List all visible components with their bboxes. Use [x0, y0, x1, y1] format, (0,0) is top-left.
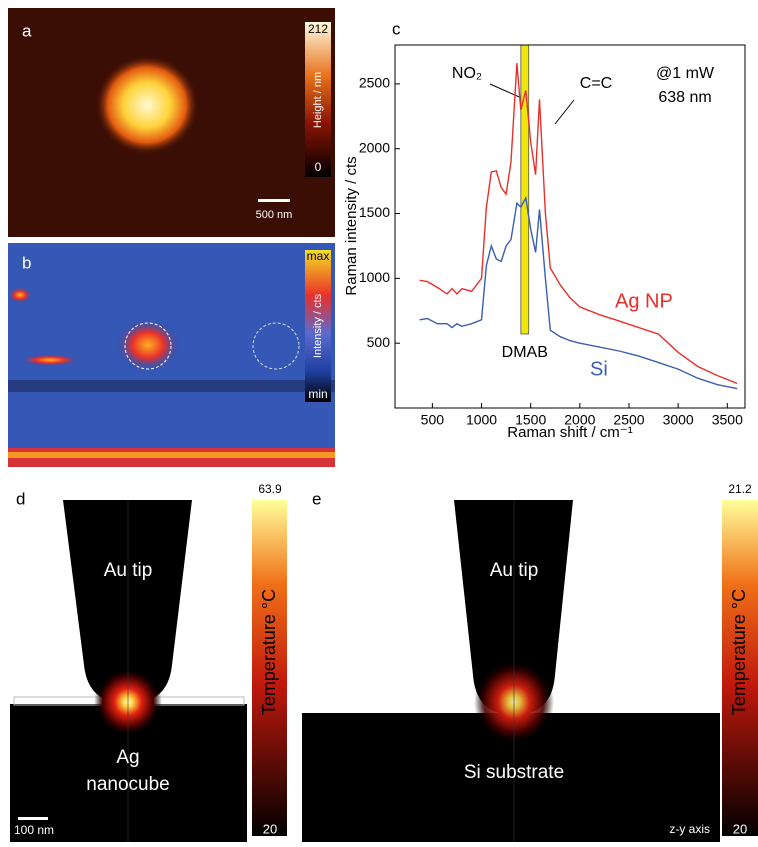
colorbar-label: Temperature °C — [259, 589, 279, 715]
annotation: DMAB — [502, 344, 548, 361]
annotation: NO₂ — [452, 65, 482, 82]
au-tip — [63, 500, 192, 704]
x-tick-label: 500 — [421, 412, 445, 428]
panel-a: a 212 0 Height / nm 500 nm — [8, 8, 335, 237]
x-tick-label: 2000 — [564, 412, 595, 428]
map-band — [8, 380, 335, 392]
annotation: @1 mW — [656, 65, 715, 82]
scale-bar — [258, 199, 290, 202]
sample-label: Si substrate — [464, 762, 564, 783]
circle-marker — [124, 322, 172, 370]
x-tick-label: 1500 — [515, 412, 546, 428]
tip-label: Au tip — [104, 560, 153, 581]
panel-letter: a — [22, 21, 32, 40]
colorbar — [252, 500, 287, 836]
x-tick-label: 2500 — [613, 412, 644, 428]
y-tick-label: 2000 — [359, 139, 390, 155]
annotation: C=C — [580, 75, 612, 92]
panel-letter: c — [392, 19, 401, 38]
x-axis-label: Raman shift / cm⁻¹ — [507, 424, 632, 441]
colorbar-max: 21.2 — [728, 482, 752, 496]
colorbar — [305, 250, 331, 402]
scale-bar — [18, 817, 48, 820]
colorbar — [305, 22, 331, 177]
au-tip — [454, 500, 573, 715]
colorbar — [722, 500, 758, 836]
legend-label: Ag NP — [615, 290, 673, 312]
y-tick-label: 1500 — [359, 204, 390, 220]
colorbar-min: 20 — [733, 821, 747, 836]
hotspot — [116, 319, 180, 371]
scale-bar-label: 500 nm — [256, 209, 293, 221]
series-line — [419, 195, 738, 390]
map-band — [8, 452, 335, 458]
y-axis-label: Raman intensity / cts — [343, 156, 360, 295]
panel-e: e 21.2 20 Temperature °C Au tip Si subst… — [302, 482, 758, 842]
colorbar-min: 20 — [263, 821, 277, 836]
colorbar-label: Intensity / cts — [312, 293, 324, 358]
x-tick-label: 3000 — [663, 412, 694, 428]
sample-label: nanocube — [86, 774, 169, 795]
nanoparticle — [95, 55, 199, 155]
panel-letter: e — [312, 489, 321, 508]
hotspot — [20, 354, 80, 366]
sample-label: Ag — [116, 747, 139, 768]
colorbar-min: min — [308, 387, 327, 401]
colorbar-min: 0 — [315, 160, 322, 174]
y-tick-label: 2500 — [359, 75, 390, 91]
colorbar-label: Temperature °C — [729, 589, 749, 715]
panel-letter: b — [22, 253, 31, 272]
hotspot — [8, 287, 32, 303]
panel-c: c Raman shift / cm⁻¹ Raman intensity / c… — [343, 19, 746, 441]
x-tick-label: 3500 — [712, 412, 743, 428]
series-line — [419, 63, 738, 385]
highlight-band — [520, 44, 530, 335]
annotation-arrow — [554, 99, 575, 125]
plot-frame — [394, 44, 746, 409]
annotation: 638 nm — [658, 89, 711, 106]
colorbar-max: 212 — [308, 22, 328, 36]
y-tick-label: 500 — [367, 334, 391, 350]
panel-d: d 63.9 20 Temperature °C Au tip Ag nanoc… — [8, 482, 287, 842]
panel-b: b max min Intensity / cts — [8, 243, 335, 467]
circle-marker — [252, 322, 300, 370]
y-tick-label: 1000 — [359, 269, 390, 285]
panel-letter: d — [16, 489, 25, 508]
colorbar-max: max — [307, 249, 330, 263]
legend-label: Si — [590, 358, 608, 380]
tip-label: Au tip — [490, 560, 539, 581]
colorbar-label: Height / nm — [312, 72, 324, 128]
x-tick-label: 1000 — [466, 412, 497, 428]
colorbar-max: 63.9 — [258, 482, 282, 496]
scale-bar-label: 100 nm — [14, 823, 54, 837]
axis-note: z-y axis — [669, 822, 710, 836]
